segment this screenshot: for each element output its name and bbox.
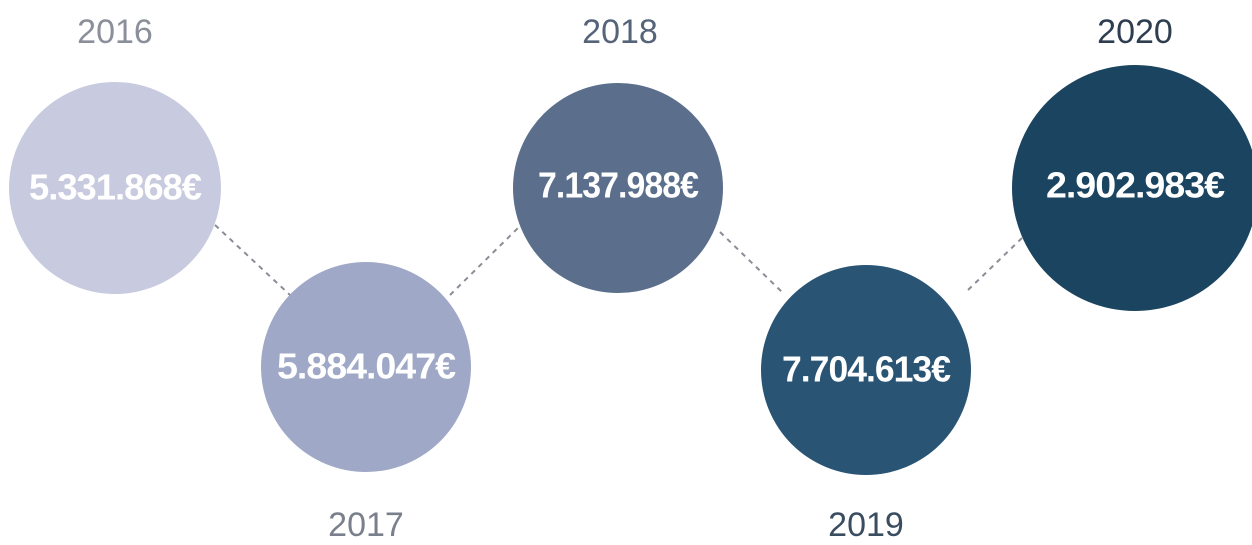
year-label: 2018 (582, 13, 658, 51)
circle (9, 82, 221, 294)
connector (214, 224, 291, 296)
circle (1012, 65, 1252, 311)
amount-label: 2.902.983€ (1046, 165, 1225, 206)
amount-label: 7.137.988€ (538, 165, 699, 206)
connector (967, 237, 1023, 291)
circle (261, 262, 471, 472)
year-label: 2016 (77, 13, 153, 51)
circle (513, 83, 723, 293)
connector (719, 231, 783, 293)
connector (449, 227, 519, 296)
year-label: 2019 (828, 506, 904, 544)
year-label: 2020 (1097, 13, 1173, 51)
amount-label: 7.704.613€ (782, 349, 951, 390)
circle (761, 265, 971, 475)
amount-label: 5.884.047€ (277, 346, 456, 387)
year-label: 2017 (328, 506, 404, 544)
amount-label: 5.331.868€ (29, 167, 202, 208)
